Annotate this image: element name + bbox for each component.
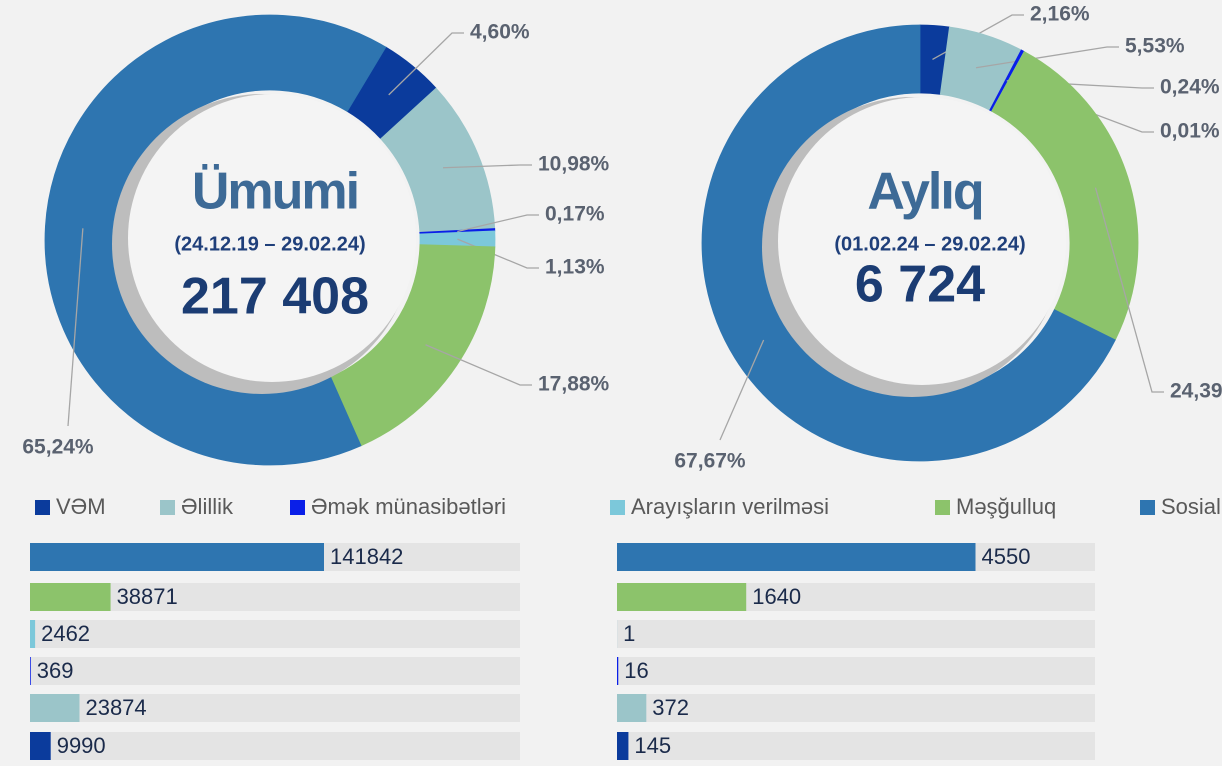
legend-swatch — [610, 500, 625, 515]
legend-label: Əmək münasibətləri — [311, 494, 506, 519]
data-label: 4,60% — [470, 21, 530, 44]
bar-value: 369 — [37, 658, 74, 683]
bar-value: 4550 — [982, 544, 1031, 569]
leader-line — [719, 339, 765, 441]
bar-value: 9990 — [57, 733, 106, 758]
bar-value: 16 — [624, 658, 648, 683]
leader-line — [457, 214, 539, 233]
bar — [30, 732, 51, 760]
data-label: 2,16% — [1030, 3, 1090, 26]
bar — [617, 732, 629, 760]
bar-value: 141842 — [330, 544, 403, 569]
bar — [30, 620, 36, 648]
legend-label: Məşğulluq — [956, 494, 1056, 519]
leader-line — [425, 344, 532, 386]
data-label: 67,67% — [674, 450, 746, 473]
center-total: 6 724 — [855, 256, 985, 314]
leader-line — [388, 32, 464, 96]
data-label: 65,24% — [22, 436, 94, 459]
center-subtitle: (01.02.24 – 29.02.24) — [834, 233, 1025, 255]
bar — [617, 694, 647, 722]
bar — [617, 543, 976, 571]
legend-label: Əlillik — [181, 494, 234, 519]
data-label: 0,24% — [1160, 76, 1220, 99]
legend-label: Sosial — [1161, 494, 1221, 519]
pie-slice — [991, 51, 1139, 341]
center-subtitle: (24.12.19 – 29.02.24) — [174, 233, 365, 255]
bar — [30, 694, 80, 722]
center — [128, 94, 416, 382]
data-label: 17,88% — [538, 373, 610, 396]
legend-swatch — [1140, 500, 1155, 515]
leader-line — [442, 164, 532, 169]
center-total: 217 408 — [181, 268, 369, 326]
legend-swatch — [35, 500, 50, 515]
legend-swatch — [935, 500, 950, 515]
legend-label: Arayışların verilməsi — [631, 494, 829, 519]
data-label: 10,98% — [538, 153, 610, 176]
data-label: 5,53% — [1125, 35, 1185, 58]
data-label: 1,13% — [545, 256, 605, 279]
bar — [617, 657, 619, 685]
center — [778, 97, 1066, 385]
legend-label: VƏM — [56, 494, 106, 519]
bar-track — [30, 657, 520, 685]
bar-value: 145 — [634, 733, 671, 758]
data-label: 0,01% — [1160, 120, 1220, 143]
bar-track — [617, 620, 1095, 648]
pie-slice — [419, 230, 496, 248]
bar-track — [617, 732, 1095, 760]
legend-swatch — [290, 500, 305, 515]
bar — [617, 583, 747, 611]
bar-track — [617, 694, 1095, 722]
legend-swatch — [160, 500, 175, 515]
bar-value: 2462 — [41, 621, 90, 646]
data-label: 0,17% — [545, 203, 605, 226]
center-title: Ümumi — [192, 163, 358, 221]
bar-value: 23874 — [85, 695, 146, 720]
leader-line — [67, 228, 84, 427]
bar — [30, 583, 111, 611]
bar-value: 1 — [623, 621, 635, 646]
bar-track — [617, 657, 1095, 685]
bar-value: 1640 — [752, 584, 801, 609]
data-label: 24,39% — [1170, 380, 1222, 403]
leader-line — [1094, 187, 1164, 393]
bar-track — [30, 583, 520, 611]
bar — [30, 657, 31, 685]
bar-value: 38871 — [117, 584, 178, 609]
bar-track — [30, 732, 520, 760]
bar-track — [30, 694, 520, 722]
center-title: Aylıq — [867, 163, 982, 221]
bar — [30, 543, 324, 571]
bar-value: 372 — [652, 695, 689, 720]
bar-track — [30, 620, 520, 648]
